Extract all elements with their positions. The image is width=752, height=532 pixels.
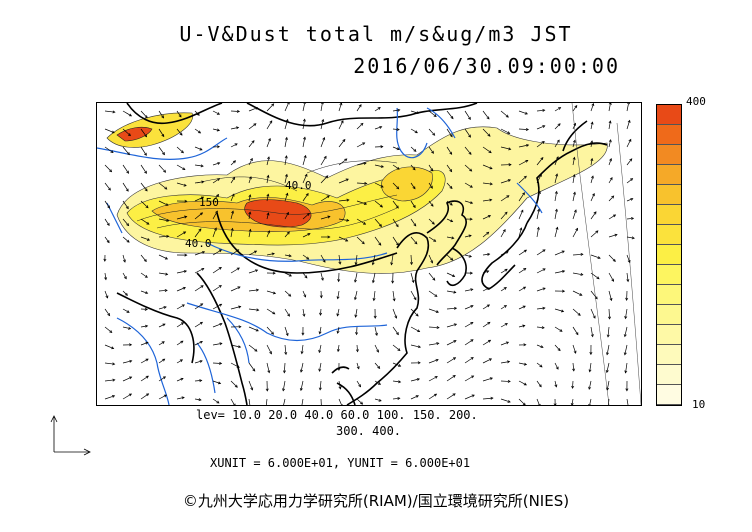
colorbar-swatch bbox=[657, 385, 681, 405]
colorbar bbox=[656, 104, 682, 406]
colorbar-swatch bbox=[657, 365, 681, 385]
rivers bbox=[97, 107, 543, 405]
contour-levels-line2: 300. 400. bbox=[336, 424, 402, 438]
colorbar-swatch bbox=[657, 265, 681, 285]
vector-units: XUNIT = 6.000E+01, YUNIT = 6.000E+01 bbox=[210, 456, 471, 470]
colorbar-swatch bbox=[657, 165, 681, 185]
colorbar-swatch bbox=[657, 245, 681, 265]
map-canvas: 150 40.0 40.0 bbox=[97, 103, 641, 405]
contour-label-40-west: 40.0 bbox=[185, 237, 212, 250]
colorbar-swatch bbox=[657, 205, 681, 225]
colorbar-swatch bbox=[657, 145, 681, 165]
colorbar-swatch bbox=[657, 125, 681, 145]
map-title: U-V&Dust total m/s&ug/m3 JST bbox=[179, 22, 573, 46]
unit-vector-indicator bbox=[50, 415, 91, 456]
dust-core-northwest bbox=[116, 126, 153, 142]
colorbar-swatch bbox=[657, 305, 681, 325]
dust-plume-northeast bbox=[381, 166, 433, 202]
graticule bbox=[571, 103, 641, 405]
dust-wind-map: 150 40.0 40.0 bbox=[96, 102, 642, 406]
colorbar-swatch bbox=[657, 225, 681, 245]
map-datetime: 2016/06/30.09:00:00 bbox=[353, 54, 620, 78]
contour-levels-line1: lev= 10.0 20.0 40.0 60.0 100. 150. 200. bbox=[196, 408, 478, 422]
colorbar-swatch bbox=[657, 285, 681, 305]
colorbar-swatch bbox=[657, 185, 681, 205]
contour-label-40-north: 40.0 bbox=[285, 179, 312, 192]
colorbar-swatch bbox=[657, 345, 681, 365]
copyright-notice: ©九州大学応用力学研究所(RIAM)/国立環境研究所(NIES) bbox=[182, 492, 570, 510]
colorbar-swatch bbox=[657, 325, 681, 345]
colorbar-swatch bbox=[657, 105, 681, 125]
wind-vectors bbox=[103, 103, 635, 405]
colorbar-min-label: 10 bbox=[692, 398, 706, 411]
colorbar-max-label: 400 bbox=[686, 95, 706, 108]
contour-label-150: 150 bbox=[199, 196, 219, 209]
